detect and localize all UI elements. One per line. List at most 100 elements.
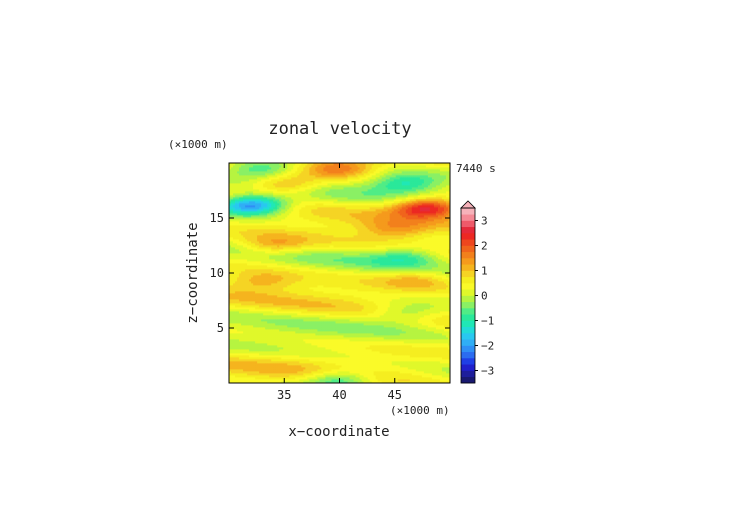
heatmap-cell [313, 273, 316, 276]
heatmap-cell [271, 249, 274, 252]
heatmap-cell [313, 371, 316, 374]
heatmap-cell [233, 285, 236, 288]
heatmap-cell [307, 213, 310, 216]
heatmap-cell [287, 199, 290, 202]
heatmap-cell [295, 285, 298, 288]
heatmap-cell [243, 171, 246, 174]
heatmap-cell [265, 351, 268, 354]
heatmap-cell [313, 197, 316, 200]
heatmap-cell [307, 185, 310, 188]
heatmap-cell [295, 369, 298, 372]
heatmap-cell [239, 325, 242, 328]
heatmap-cell [291, 185, 294, 188]
heatmap-cell [247, 249, 250, 252]
heatmap-cell [269, 231, 272, 234]
heatmap-cell [239, 205, 242, 208]
heatmap-cell [275, 255, 278, 258]
heatmap-cell [269, 197, 272, 200]
heatmap-cell [233, 241, 236, 244]
heatmap-cell [283, 227, 286, 230]
heatmap-cell [317, 291, 320, 294]
heatmap-cell [277, 251, 280, 254]
heatmap-cell [257, 349, 260, 352]
heatmap-cell [251, 313, 254, 316]
heatmap-cell [293, 183, 296, 186]
heatmap-cell [237, 377, 240, 380]
heatmap-cell [295, 363, 298, 366]
heatmap-cell [231, 315, 234, 318]
heatmap-cell [293, 211, 296, 214]
heatmap-cell [309, 329, 312, 332]
heatmap-cell [303, 227, 306, 230]
heatmap-cell [287, 367, 290, 370]
heatmap-cell [273, 273, 276, 276]
heatmap-cell [291, 299, 294, 302]
heatmap-cell [301, 225, 304, 228]
heatmap-cell [263, 323, 266, 326]
heatmap-cell [307, 253, 310, 256]
heatmap-cell [295, 239, 298, 242]
heatmap-cell [285, 353, 288, 356]
heatmap-cell [315, 251, 318, 254]
heatmap-cell [311, 163, 314, 166]
heatmap-cell [299, 335, 302, 338]
heatmap-cell [269, 269, 272, 272]
heatmap-cell [251, 173, 254, 176]
heatmap-cell [231, 345, 234, 348]
heatmap-cell [229, 305, 232, 308]
heatmap-cell [253, 301, 256, 304]
heatmap-cell [307, 345, 310, 348]
heatmap-cell [255, 381, 258, 384]
heatmap-cell [283, 307, 286, 310]
heatmap-cell [235, 211, 238, 214]
heatmap-cell [299, 331, 302, 334]
heatmap-cell [241, 247, 244, 250]
heatmap-cell [313, 247, 316, 250]
heatmap-cell [251, 349, 254, 352]
heatmap-cell [315, 305, 318, 308]
heatmap-cell [233, 297, 236, 300]
heatmap-cell [255, 339, 258, 342]
heatmap-cell [283, 199, 286, 202]
heatmap-cell [253, 373, 256, 376]
heatmap-cell [261, 177, 264, 180]
heatmap-cell [229, 269, 232, 272]
heatmap-cell [313, 345, 316, 348]
heatmap-cell [263, 171, 266, 174]
heatmap-cell [233, 217, 236, 220]
heatmap-cell [253, 221, 256, 224]
heatmap-cell [285, 347, 288, 350]
heatmap-cell [309, 209, 312, 212]
heatmap-cell [269, 223, 272, 226]
heatmap-cell [245, 193, 248, 196]
heatmap-cell [289, 363, 292, 366]
heatmap-cell [229, 333, 232, 336]
heatmap-cell [297, 203, 300, 206]
heatmap-cell [267, 217, 270, 220]
heatmap-cell [273, 235, 276, 238]
heatmap-cell [283, 243, 286, 246]
heatmap-cell [285, 177, 288, 180]
heatmap-cell [305, 321, 308, 324]
heatmap-cell [311, 187, 314, 190]
heatmap-cell [249, 339, 252, 342]
heatmap-cell [259, 183, 262, 186]
heatmap-cell [273, 323, 276, 326]
heatmap-cell [267, 189, 270, 192]
heatmap-cell [235, 229, 238, 232]
heatmap-cell [295, 297, 298, 300]
heatmap-cell [271, 227, 274, 230]
heatmap-cell [277, 325, 280, 328]
heatmap-cell [277, 255, 280, 258]
heatmap-cell [301, 211, 304, 214]
heatmap-cell [253, 249, 256, 252]
heatmap-cell [255, 213, 258, 216]
heatmap-cell [249, 205, 252, 208]
heatmap-cell [301, 341, 304, 344]
heatmap-cell [303, 289, 306, 292]
heatmap-cell [243, 285, 246, 288]
heatmap-cell [317, 309, 320, 312]
heatmap-cell [291, 281, 294, 284]
heatmap-cell [299, 271, 302, 274]
heatmap-cell [275, 175, 278, 178]
